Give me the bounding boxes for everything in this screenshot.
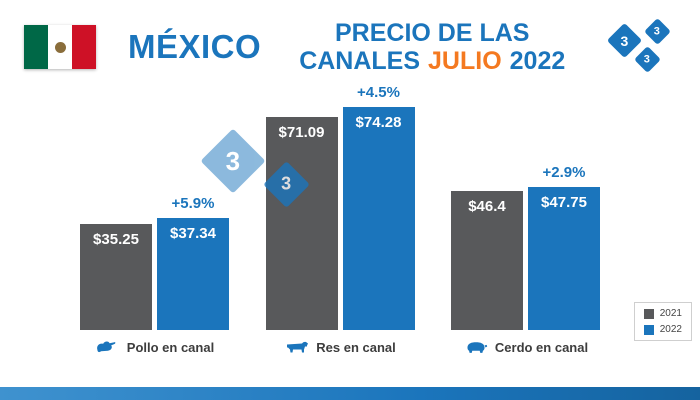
legend: 2021 2022 — [633, 302, 692, 341]
title-line2: CANALES JULIO 2022 — [299, 47, 565, 75]
legend-label: 2022 — [659, 324, 682, 335]
legend-label: 2021 — [659, 308, 682, 319]
bar-value-label: $74.28 — [355, 114, 402, 131]
title-word-canales: CANALES — [299, 47, 421, 75]
mexico-flag-icon — [24, 25, 96, 69]
bar-value-label: $47.75 — [541, 194, 587, 211]
bar-chart: $35.25 +5.9% $37.34 Pollo en canal — [80, 84, 600, 362]
title-line1: PRECIO DE LAS — [334, 19, 530, 47]
category-label-text: Cerdo en canal — [494, 339, 589, 355]
title-word-month: JULIO — [428, 47, 502, 75]
bar-res-2021: $71.09 — [265, 117, 338, 330]
logo-diamond-icon: 3 — [644, 18, 671, 45]
category-label-text: Res en canal — [316, 339, 396, 355]
bar-group-res: $71.09 +4.5% $74.28 Res en canal — [265, 84, 415, 362]
bar-pollo-2022: $37.34 — [157, 218, 229, 330]
bar-cerdo-2021: $46.4 — [451, 191, 523, 330]
footer-bar — [0, 387, 700, 400]
legend-swatch-2021 — [643, 308, 654, 319]
legend-swatch-2022 — [643, 324, 654, 335]
bar-group-pollo: $35.25 +5.9% $37.34 Pollo en canal — [80, 195, 229, 362]
category-label-pollo: Pollo en canal — [95, 332, 214, 362]
beef-icon — [287, 341, 309, 353]
title-word-year: 2022 — [509, 47, 566, 75]
legend-item-2021: 2021 — [643, 308, 682, 319]
chicken-icon — [96, 341, 116, 353]
logo-diamond-icon: 3 — [606, 22, 643, 59]
bar-res-2022: $74.28 — [342, 107, 415, 330]
bar-cerdo-2022: $47.75 — [528, 187, 600, 330]
pct-change-label: +2.9% — [542, 164, 586, 181]
bar-group-cerdo: $46.4 +2.9% $47.75 Cerdo en canal — [451, 164, 600, 362]
logo-diamond-icon: 3 — [634, 46, 661, 73]
bar-pollo-2021: $35.25 — [80, 224, 152, 330]
bar-value-label: $37.34 — [170, 225, 216, 242]
pct-change-label: +4.5% — [357, 84, 400, 101]
chart-title: PRECIO DE LAS CANALES JULIO 2022 — [299, 19, 565, 75]
legend-item-2022: 2022 — [643, 324, 682, 335]
category-label-res: Res en canal — [284, 332, 396, 362]
bar-value-label: $46.4 — [468, 198, 506, 215]
category-label-text: Pollo en canal — [126, 339, 215, 355]
pct-change-label: +5.9% — [171, 195, 215, 212]
header: MÉXICO PRECIO DE LAS CANALES JULIO 2022 … — [24, 12, 686, 82]
logo-333: 3 3 3 — [600, 17, 686, 77]
bar-value-label: $35.25 — [93, 231, 139, 248]
category-label-cerdo: Cerdo en canal — [463, 332, 588, 362]
bar-value-label: $71.09 — [278, 124, 325, 141]
pig-icon — [467, 342, 488, 353]
country-title: MÉXICO — [128, 28, 262, 65]
flag-emblem-icon — [54, 41, 66, 53]
